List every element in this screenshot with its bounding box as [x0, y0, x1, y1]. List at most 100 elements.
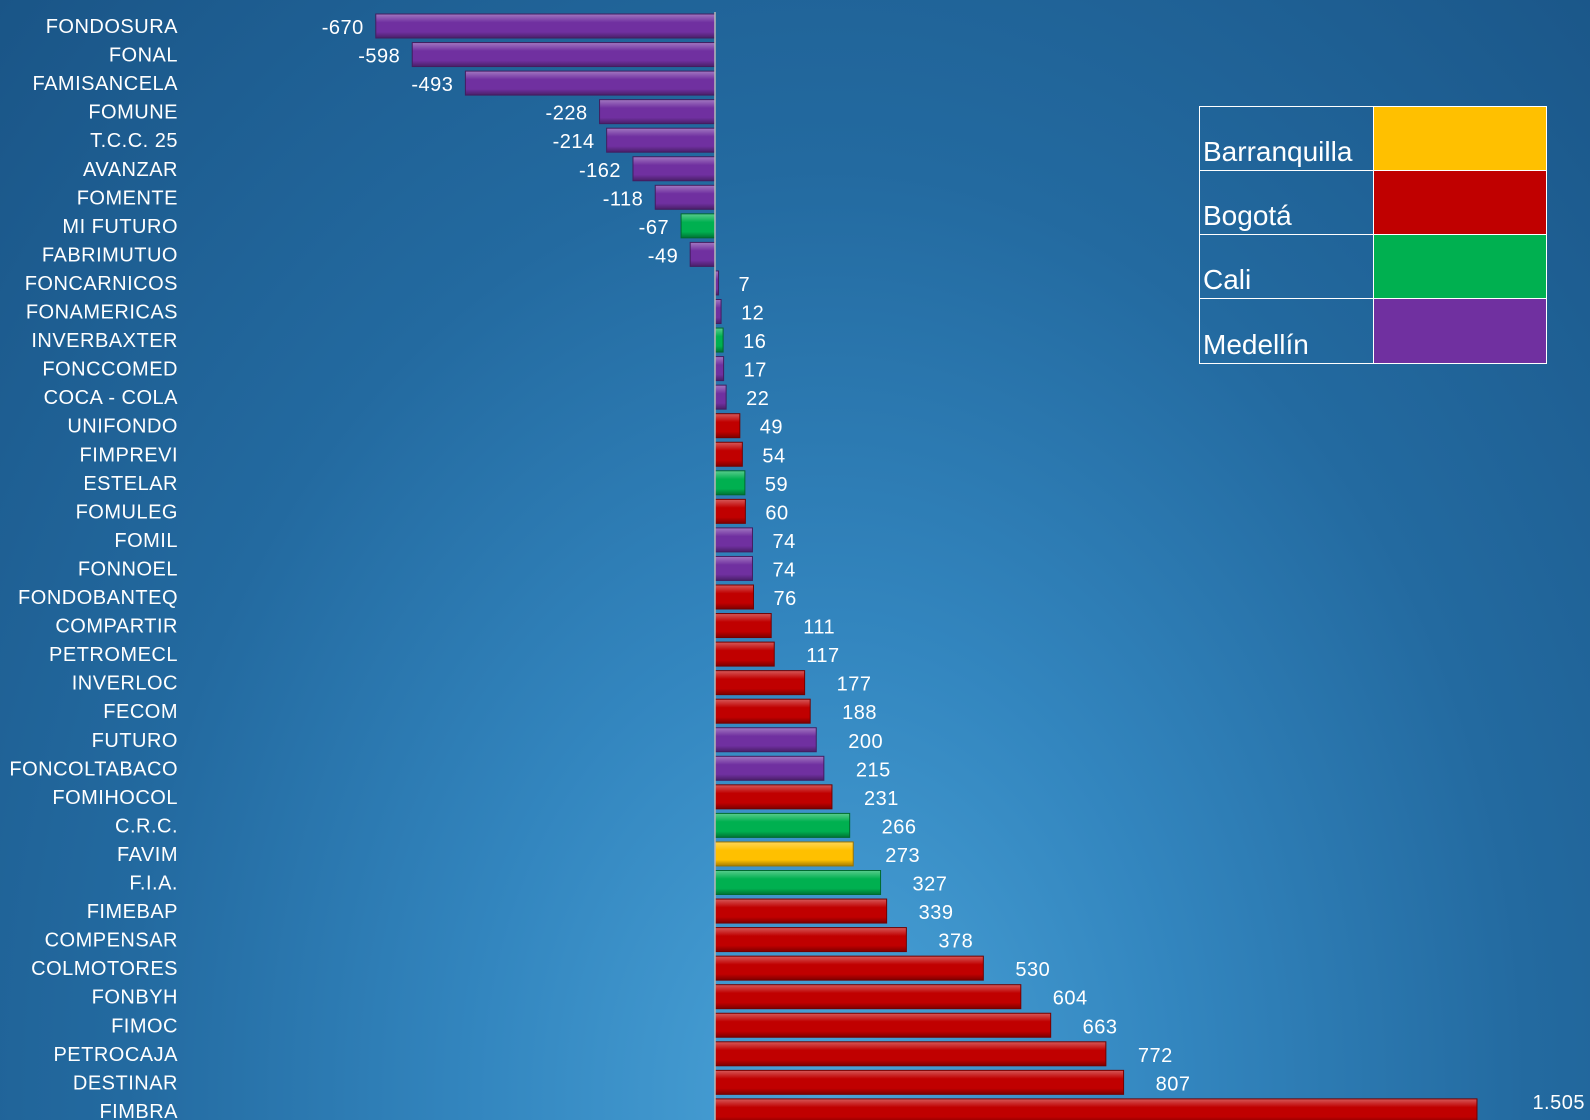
- value-label: 117: [806, 645, 839, 667]
- value-label: 378: [938, 931, 973, 953]
- bar: [714, 784, 833, 810]
- category-label: FECOM: [103, 701, 178, 723]
- bar: [714, 755, 825, 781]
- value-label: -214: [553, 131, 595, 153]
- value-label: 177: [837, 674, 872, 696]
- bar: [714, 698, 811, 724]
- bar: [632, 156, 716, 182]
- bar: [714, 384, 727, 410]
- category-label: FONCCOMED: [42, 359, 178, 381]
- value-label: 76: [773, 588, 796, 610]
- bar: [714, 1012, 1052, 1038]
- category-label: FOMIL: [114, 530, 178, 552]
- category-label: COLMOTORES: [31, 958, 178, 980]
- category-label: FONDOSURA: [46, 16, 178, 38]
- bar: [714, 356, 725, 382]
- value-label: 54: [762, 445, 785, 467]
- value-label: 200: [848, 731, 883, 753]
- legend-swatch: [1373, 299, 1546, 363]
- bar: [464, 70, 716, 96]
- value-label: 49: [760, 417, 783, 439]
- category-label: FOMUNE: [88, 102, 178, 124]
- category-label: FONNOEL: [78, 558, 178, 580]
- bar: [714, 527, 753, 553]
- value-label: 215: [856, 759, 891, 781]
- value-label: 22: [746, 388, 769, 410]
- legend-label: Cali: [1203, 264, 1252, 295]
- value-label: 772: [1138, 1045, 1173, 1067]
- category-label: FOMULEG: [76, 501, 178, 523]
- bar: [714, 870, 882, 895]
- category-label: FONAL: [109, 45, 178, 67]
- value-label: -118: [603, 188, 644, 210]
- value-label: 111: [803, 617, 835, 639]
- bar: [714, 812, 851, 838]
- value-label: 60: [765, 502, 788, 524]
- bar: [714, 1069, 1125, 1095]
- value-label: 273: [885, 845, 920, 867]
- category-label: FIMEBAP: [87, 901, 178, 923]
- category-label: FOMIHOCOL: [52, 787, 178, 809]
- legend-label: Medellín: [1203, 329, 1309, 360]
- value-label: -493: [411, 74, 453, 96]
- bar: [680, 213, 716, 239]
- bar: [599, 99, 716, 125]
- category-label: C.R.C.: [115, 815, 178, 837]
- bar: [654, 184, 716, 210]
- value-label: 231: [864, 788, 899, 810]
- category-label: T.C.C. 25: [90, 130, 178, 152]
- category-label: FONBYH: [92, 987, 178, 1009]
- bar: [714, 555, 753, 581]
- value-label: 188: [842, 702, 877, 724]
- bar: [714, 613, 772, 639]
- bar: [411, 42, 716, 68]
- value-label: -670: [322, 17, 364, 39]
- bar: [714, 1098, 1478, 1120]
- category-label: COMPENSAR: [45, 930, 178, 952]
- value-label: 74: [772, 531, 795, 553]
- bar: [714, 727, 817, 753]
- value-label: -67: [639, 217, 669, 239]
- bar: [714, 898, 888, 924]
- value-label: 12: [741, 303, 764, 325]
- legend-item-medellin: Medellín: [1200, 299, 1546, 363]
- category-label: FIMBRA: [99, 1101, 178, 1120]
- value-label: 807: [1156, 1073, 1191, 1095]
- category-label: FAVIM: [117, 844, 178, 866]
- category-label: FABRIMUTUO: [42, 244, 178, 266]
- category-label: UNIFONDO: [67, 416, 178, 438]
- legend-label: Bogotá: [1203, 200, 1292, 231]
- value-label: 16: [743, 331, 766, 353]
- category-label: PETROCAJA: [53, 1044, 178, 1066]
- value-label: 17: [744, 360, 767, 382]
- value-label: 1.505: [1532, 1092, 1585, 1114]
- bar: [606, 127, 716, 153]
- bar: [714, 984, 1022, 1010]
- category-label: PETROMECL: [49, 644, 178, 666]
- legend-label: Barranquilla: [1203, 136, 1353, 167]
- bar: [714, 441, 743, 467]
- bar: [714, 584, 754, 610]
- bar: [689, 241, 716, 267]
- legend-swatch: [1373, 235, 1546, 298]
- category-label: F.I.A.: [129, 873, 178, 895]
- legend-item-cali: Cali: [1200, 235, 1546, 299]
- bar: [714, 670, 806, 696]
- category-label: FAMISANCELA: [32, 73, 178, 95]
- category-label: FIMOC: [111, 1015, 178, 1037]
- category-label: FONDOBANTEQ: [18, 587, 178, 609]
- value-label: 7: [739, 274, 751, 296]
- bar: [714, 470, 746, 496]
- category-label: FUTURO: [92, 730, 178, 752]
- bar: [714, 641, 775, 667]
- value-label: 339: [919, 902, 954, 924]
- legend-swatch: [1373, 171, 1546, 234]
- value-label: 266: [882, 816, 917, 838]
- value-label: 59: [765, 474, 788, 496]
- category-label: AVANZAR: [83, 159, 178, 181]
- category-label: INVERLOC: [72, 673, 178, 695]
- legend-item-barranquilla: Barranquilla: [1200, 107, 1546, 171]
- value-label: 74: [772, 559, 795, 581]
